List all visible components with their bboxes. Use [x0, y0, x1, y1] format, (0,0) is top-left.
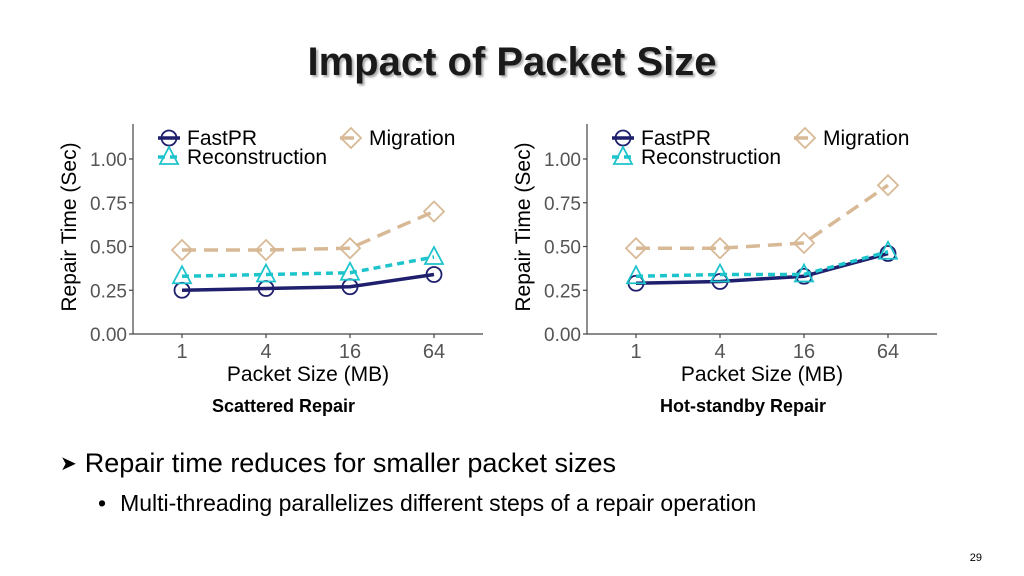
series-line	[181, 272, 435, 292]
y-tick-label: 0.00	[90, 325, 127, 346]
data-point	[625, 264, 647, 285]
chart-scattered-repair: 0.00 0.25 0.50 0.75 1.00 1 4 16 64 Packet Size (M…	[58, 118, 498, 390]
data-point	[338, 236, 362, 260]
x-tick-label: 4	[260, 341, 271, 363]
dot-bullet-icon: •	[98, 490, 107, 516]
series-line	[181, 255, 435, 278]
series-migration	[624, 173, 900, 260]
caption-scattered-repair: Scattered Repair	[212, 396, 356, 416]
y-tick-label: 0.25	[544, 281, 581, 302]
series-line	[635, 251, 889, 285]
legend-label: FastPR	[641, 127, 711, 150]
slide-title: Impact of Packet Size	[307, 40, 717, 84]
series-migration	[170, 200, 446, 262]
data-point	[171, 264, 193, 285]
series-fastpr	[627, 245, 897, 292]
y-tick-label: 0.50	[544, 238, 581, 259]
chart-svg: 0.00 0.25 0.50 0.75 1.00 1 4 16 64 Packet Size (M…	[58, 124, 483, 386]
chart-hot-standby-repair: 0.00 0.25 0.50 0.75 1.00 1 4 16 64 Packet Size (M…	[512, 118, 952, 390]
y-tick-label: 0.00	[544, 325, 581, 346]
caption-hot-standby-repair: Hot-standby Repair	[660, 396, 827, 416]
x-axis-label: Packet Size (MB)	[227, 363, 389, 386]
legend: FastPR Migration Reconstruction	[612, 126, 909, 169]
y-axis-label: Repair Time (Sec)	[512, 142, 535, 311]
x-tick-label: 16	[793, 341, 815, 363]
legend-label: Reconstruction	[187, 146, 327, 169]
series-reconstruction	[625, 239, 899, 285]
y-tick-label: 0.75	[90, 194, 127, 215]
data-point	[709, 262, 731, 283]
data-point	[425, 266, 443, 283]
bullet-sub-text: Multi-threading parallelizes different s…	[120, 490, 757, 516]
series-line	[182, 209, 435, 252]
data-point	[423, 245, 445, 265]
x-tick-label: 64	[877, 341, 899, 363]
data-point	[792, 231, 816, 255]
legend-label: Migration	[823, 127, 909, 150]
arrow-bullet-icon: ➤	[60, 453, 77, 475]
legend-item-fastpr: FastPR	[612, 127, 711, 150]
y-tick-label: 0.25	[90, 281, 127, 302]
page-number: 29	[969, 552, 982, 564]
legend-label: FastPR	[187, 127, 257, 150]
legend-marker	[612, 145, 634, 165]
x-tick-label: 1	[176, 341, 187, 363]
series-line	[635, 250, 889, 278]
legend: FastPR Migration Reconstruction	[158, 126, 455, 169]
legend-item-migration: Migration	[793, 126, 909, 150]
data-point	[876, 173, 900, 197]
x-tick-label: 4	[714, 341, 725, 363]
chart-svg: 0.00 0.25 0.50 0.75 1.00 1 4 16 64 Packet Size (M…	[512, 124, 937, 386]
legend-marker	[158, 145, 180, 165]
x-tick-label: 64	[423, 341, 445, 363]
y-tick-label: 1.00	[90, 150, 127, 171]
data-point	[624, 236, 648, 260]
bullet-sub: • Multi-threading parallelizes different…	[98, 490, 756, 517]
data-point	[708, 236, 732, 260]
y-axis-label: Repair Time (Sec)	[58, 142, 81, 311]
series-line	[636, 183, 889, 250]
x-tick-label: 1	[630, 341, 641, 363]
legend-item-migration: Migration	[339, 126, 455, 150]
legend-item-reconstruction: Reconstruction	[612, 145, 781, 169]
data-point	[879, 245, 897, 262]
x-tick-label: 16	[339, 341, 361, 363]
legend-label: Migration	[369, 127, 455, 150]
y-tick-label: 1.00	[544, 150, 581, 171]
legend-label: Reconstruction	[641, 146, 781, 169]
legend-marker	[339, 126, 363, 150]
data-point	[339, 260, 361, 281]
bullet-main-text: Repair time reduces for smaller packet s…	[84, 448, 616, 478]
data-point	[422, 200, 446, 223]
y-tick-label: 0.50	[90, 238, 127, 259]
legend-item-reconstruction: Reconstruction	[158, 145, 327, 169]
series-fastpr	[173, 266, 443, 299]
y-tick-label: 0.75	[544, 194, 581, 215]
data-point	[170, 238, 194, 262]
legend-marker	[793, 126, 817, 150]
data-point	[254, 238, 278, 262]
data-point	[255, 262, 277, 283]
data-point	[793, 262, 815, 283]
data-point	[877, 239, 899, 260]
x-axis-label: Packet Size (MB)	[681, 363, 843, 386]
bullet-main: ➤ Repair time reduces for smaller packet…	[60, 448, 616, 479]
series-reconstruction	[171, 245, 445, 285]
